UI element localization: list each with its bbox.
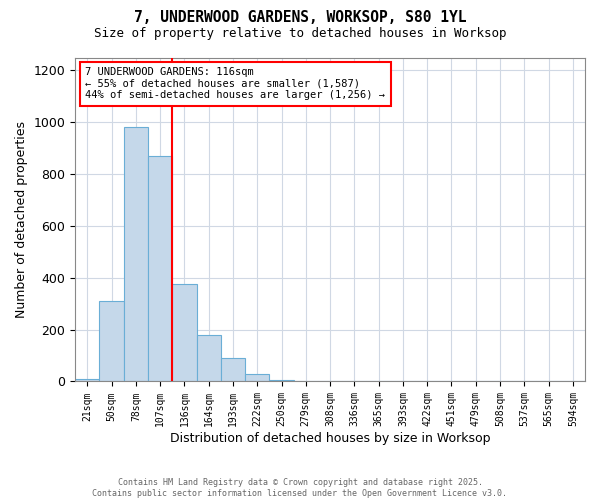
Bar (245, 374, 269, 382)
Bar (148, 156, 172, 382)
Text: 7 UNDERWOOD GARDENS: 116sqm
← 55% of detached houses are smaller (1,587)
44% of : 7 UNDERWOOD GARDENS: 116sqm ← 55% of det… (85, 67, 385, 100)
Bar (75, 379, 100, 382)
Bar (172, 284, 197, 382)
Text: Size of property relative to detached houses in Worksop: Size of property relative to detached ho… (94, 28, 506, 40)
Bar (221, 358, 245, 382)
Text: 7, UNDERWOOD GARDENS, WORKSOP, S80 1YL: 7, UNDERWOOD GARDENS, WORKSOP, S80 1YL (134, 10, 466, 25)
Text: Contains HM Land Registry data © Crown copyright and database right 2025.
Contai: Contains HM Land Registry data © Crown c… (92, 478, 508, 498)
Bar (269, 380, 293, 382)
Bar (100, 301, 124, 382)
Y-axis label: Number of detached properties: Number of detached properties (15, 121, 28, 318)
Bar (124, 128, 148, 382)
Bar (197, 335, 221, 382)
X-axis label: Distribution of detached houses by size in Worksop: Distribution of detached houses by size … (170, 432, 490, 445)
